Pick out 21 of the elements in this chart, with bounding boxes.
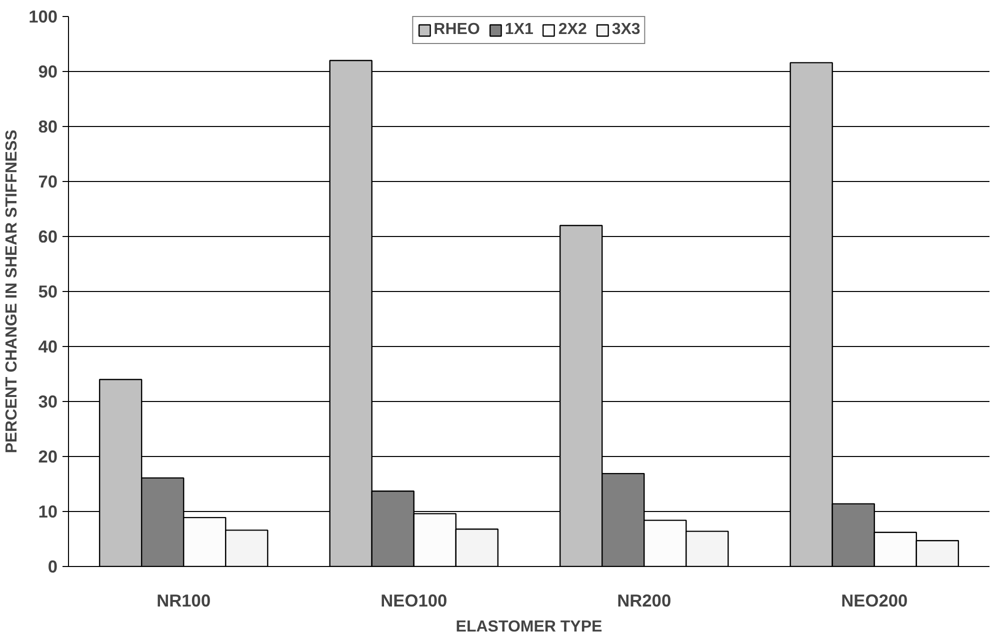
y-tick-label: 70 [38,172,58,192]
y-tick-label: 50 [38,282,58,302]
y-tick-label: 80 [38,116,58,136]
legend-label: RHEO [434,21,480,39]
y-tick-label: 90 [38,62,58,82]
x-tick-label: NEO200 [841,590,908,610]
x-tick-label: NEO100 [380,590,448,610]
legend-label: 3X3 [612,21,640,39]
y-tick-label: 0 [48,556,58,576]
legend-label: 2X2 [558,21,587,39]
y-tick-label: 20 [38,446,58,466]
x-tick-label: NR100 [156,590,211,610]
x-tick-label: NR200 [617,590,672,610]
legend-label: 1X1 [504,21,534,39]
y-tick-label: 60 [38,226,58,246]
y-tick-label: 100 [28,6,58,26]
y-axis-title: PERCENT CHANGE IN SHEAR STIFFNESS [4,129,21,454]
x-axis-title: ELASTOMER TYPE [456,618,603,636]
y-tick-label: 10 [38,502,58,522]
y-tick-label: 30 [38,392,58,412]
y-tick-label: 40 [38,336,58,356]
